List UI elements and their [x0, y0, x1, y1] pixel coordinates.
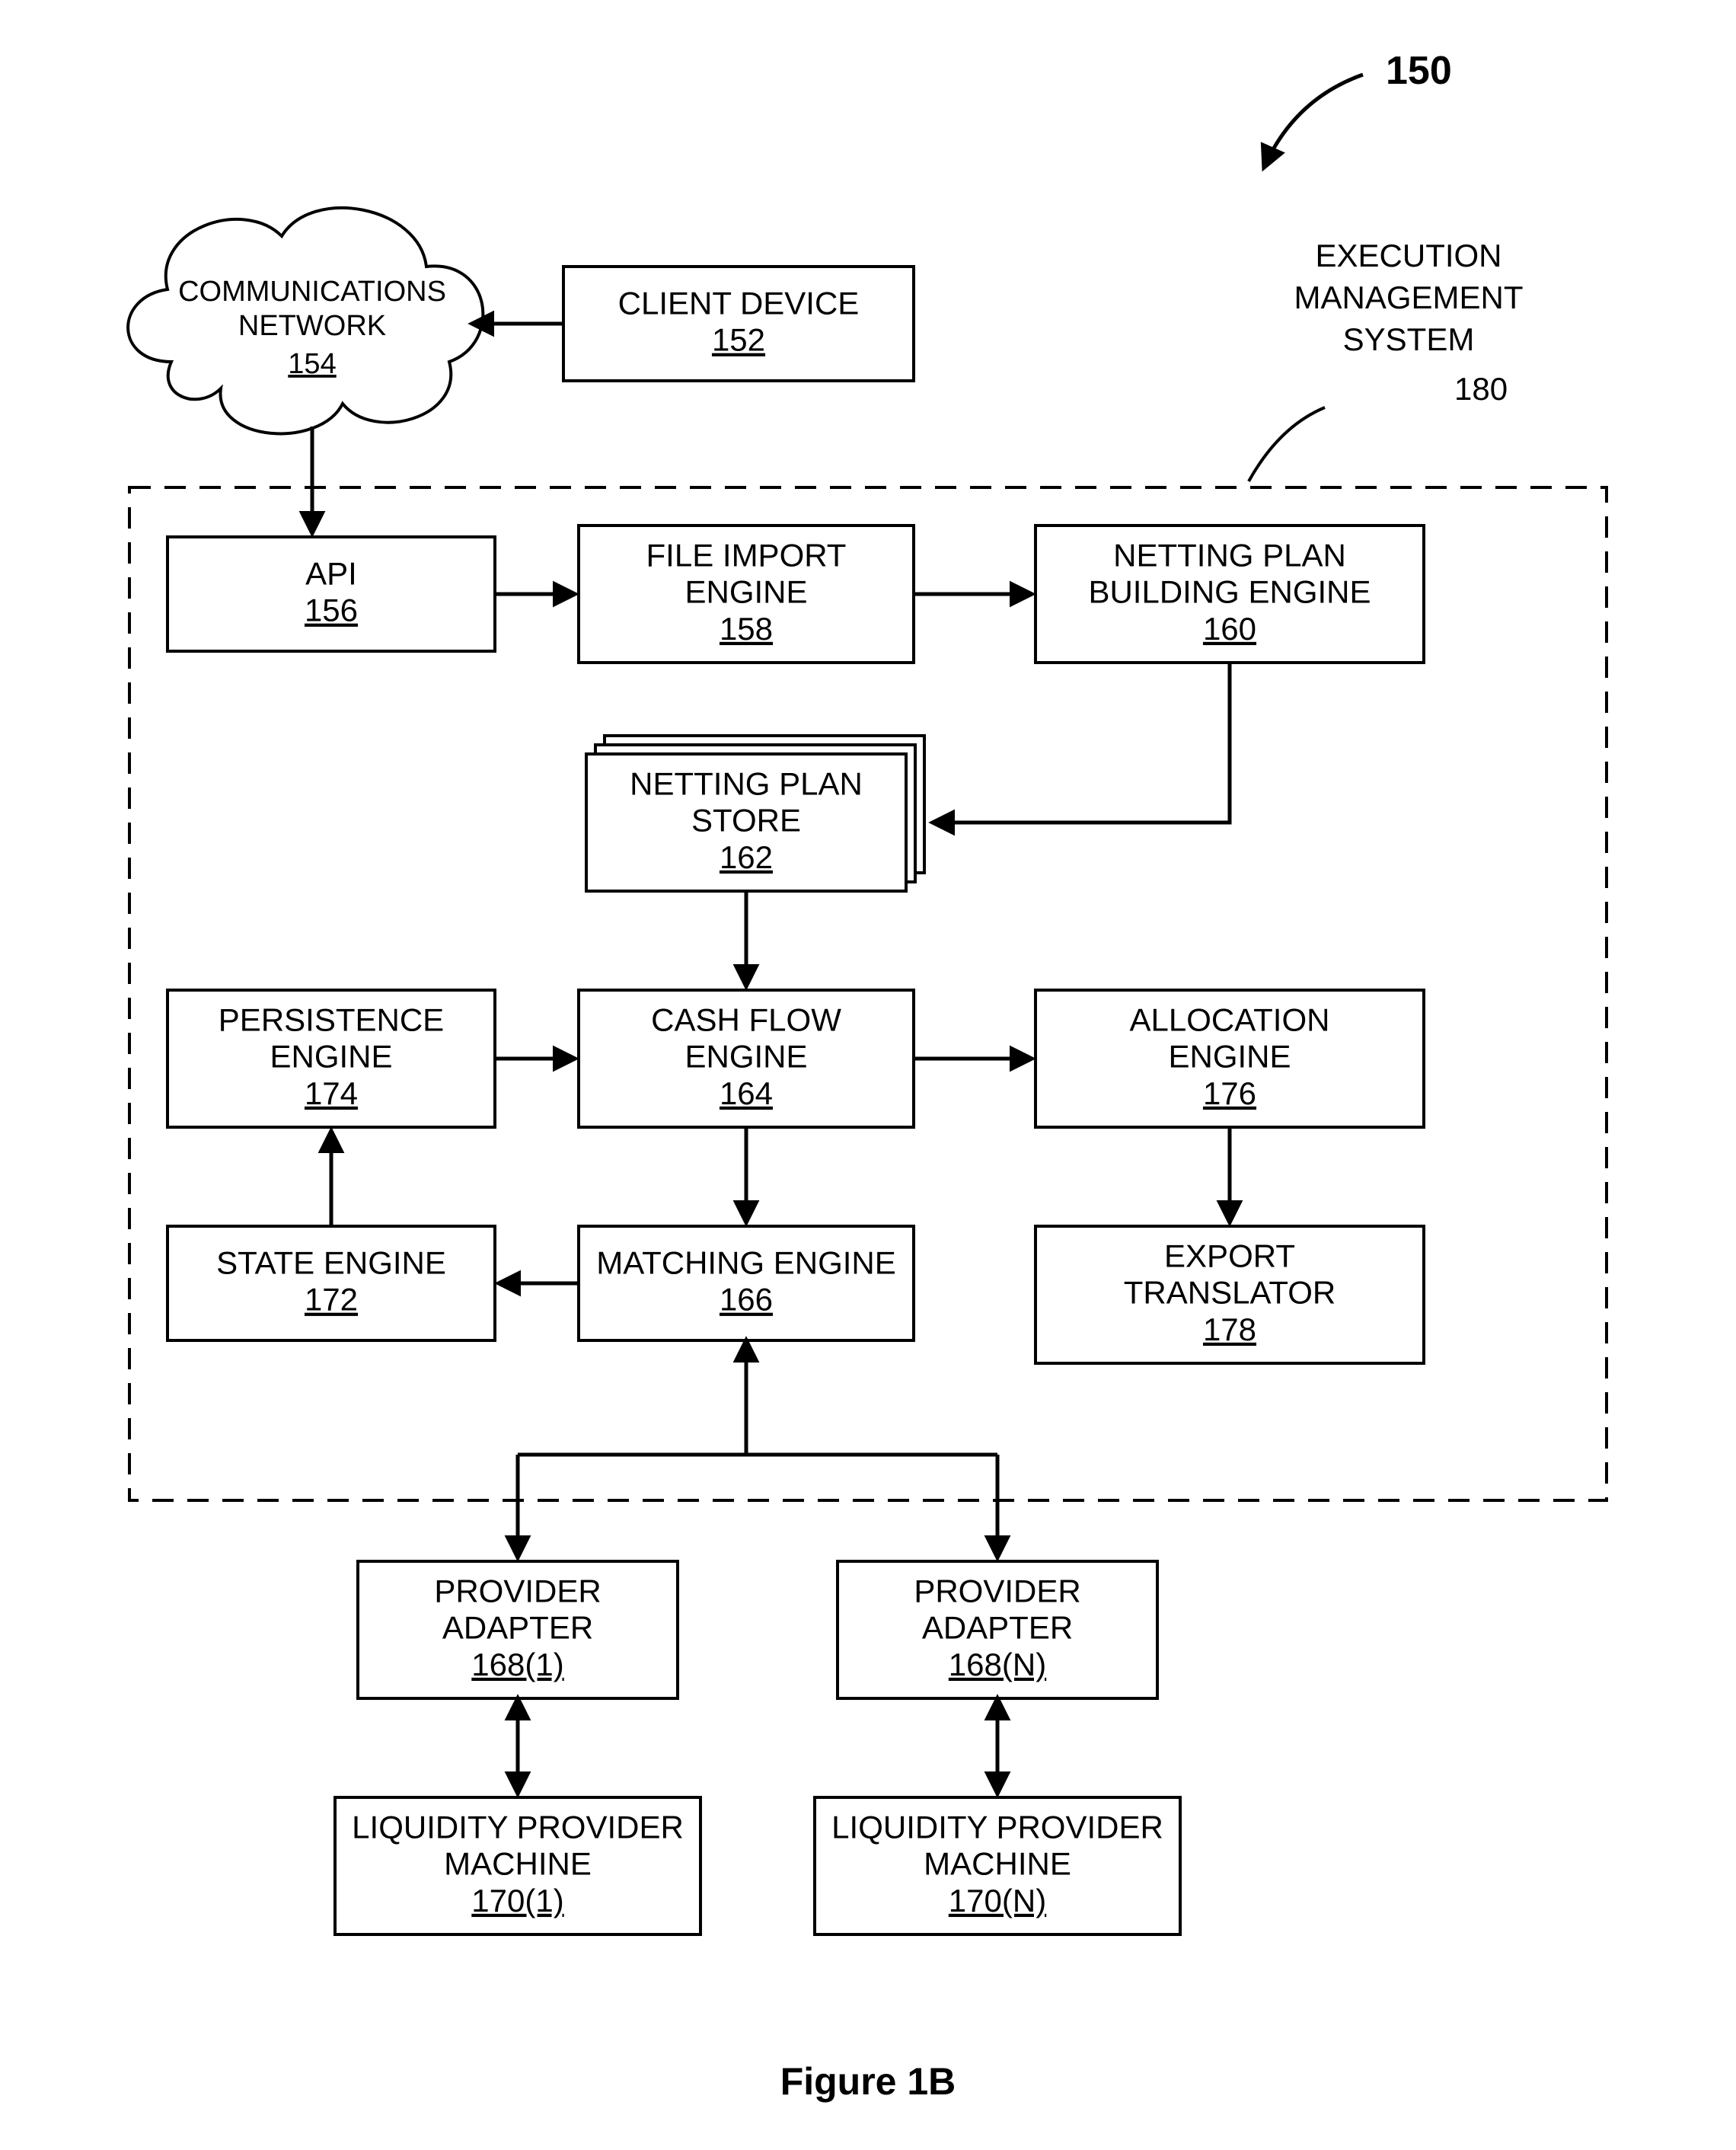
client-ref: 152: [712, 322, 765, 358]
netbuild-to-store: [933, 663, 1230, 823]
cashflow-ref: 164: [720, 1075, 773, 1111]
alloc-box: ALLOCATIONENGINE176: [1036, 990, 1424, 1127]
system-label-3: SYSTEM: [1343, 321, 1475, 357]
netstore-label-1: STORE: [691, 803, 801, 839]
alloc-ref: 176: [1203, 1075, 1256, 1111]
api-ref: 156: [305, 593, 358, 628]
padap1-ref: 168(1): [471, 1647, 563, 1682]
netbuild-box: NETTING PLANBUILDING ENGINE160: [1036, 526, 1424, 663]
padapN-label-1: ADAPTER: [922, 1610, 1073, 1646]
figure-ref-number: 150: [1386, 49, 1452, 93]
netbuild-label-0: NETTING PLAN: [1113, 537, 1346, 573]
match-box: MATCHING ENGINE166: [579, 1226, 914, 1340]
padapN-box: PROVIDERADAPTER168(N): [838, 1561, 1157, 1698]
netbuild-label-1: BUILDING ENGINE: [1088, 574, 1371, 610]
padap1-label-1: ADAPTER: [442, 1610, 593, 1646]
netstore-box: NETTING PLANSTORE162: [586, 736, 924, 891]
system-label-2: MANAGEMENT: [1294, 280, 1523, 315]
padap1-label-0: PROVIDER: [434, 1573, 601, 1609]
netstore-ref: 162: [720, 839, 773, 875]
liq1-ref: 170(1): [471, 1883, 563, 1918]
system-label-1: EXECUTION: [1315, 238, 1501, 273]
match-label-0: MATCHING ENGINE: [596, 1244, 896, 1280]
cloud-ref: 154: [288, 348, 336, 380]
fileimp-ref: 158: [720, 611, 773, 647]
persist-label-0: PERSISTENCE: [219, 1002, 444, 1037]
cloud-line1: COMMUNICATIONS: [178, 276, 446, 308]
figref-swoop: [1264, 75, 1363, 168]
api-label-0: API: [305, 555, 357, 591]
liq1-label-0: LIQUIDITY PROVIDER: [352, 1809, 684, 1845]
fileimp-box: FILE IMPORTENGINE158: [579, 526, 914, 663]
fileimp-label-1: ENGINE: [685, 574, 807, 610]
cashflow-label-0: CASH FLOW: [651, 1002, 841, 1037]
export-ref: 178: [1203, 1311, 1256, 1347]
liq1-label-1: MACHINE: [444, 1846, 592, 1882]
figure-caption: Figure 1B: [780, 2060, 956, 2103]
match-ref: 166: [720, 1282, 773, 1318]
alloc-label-0: ALLOCATION: [1130, 1002, 1330, 1037]
state-ref: 172: [305, 1282, 358, 1318]
liq1-box: LIQUIDITY PROVIDERMACHINE170(1): [335, 1797, 700, 1934]
padap1-box: PROVIDERADAPTER168(1): [358, 1561, 678, 1698]
liqN-label-1: MACHINE: [924, 1846, 1071, 1882]
syslabel-lead: [1249, 407, 1325, 481]
client-label-0: CLIENT DEVICE: [618, 285, 860, 321]
alloc-label-1: ENGINE: [1168, 1039, 1291, 1075]
api-box: API156: [168, 537, 495, 651]
client-box: CLIENT DEVICE152: [563, 267, 914, 381]
state-box: STATE ENGINE172: [168, 1226, 495, 1340]
fileimp-label-0: FILE IMPORT: [646, 537, 847, 573]
persist-label-1: ENGINE: [270, 1039, 392, 1075]
export-label-1: TRANSLATOR: [1124, 1275, 1336, 1311]
cashflow-label-1: ENGINE: [685, 1039, 807, 1075]
netbuild-ref: 160: [1203, 611, 1256, 647]
liqN-ref: 170(N): [949, 1883, 1046, 1918]
cashflow-box: CASH FLOWENGINE164: [579, 990, 914, 1127]
liqN-label-0: LIQUIDITY PROVIDER: [831, 1809, 1163, 1845]
persist-box: PERSISTENCEENGINE174: [168, 990, 495, 1127]
liqN-box: LIQUIDITY PROVIDERMACHINE170(N): [815, 1797, 1180, 1934]
system-label-ref: 180: [1454, 371, 1508, 407]
persist-ref: 174: [305, 1075, 358, 1111]
padapN-label-0: PROVIDER: [914, 1573, 1080, 1609]
export-box: EXPORTTRANSLATOR178: [1036, 1226, 1424, 1363]
netstore-label-0: NETTING PLAN: [630, 765, 863, 801]
export-label-0: EXPORT: [1164, 1238, 1295, 1273]
cloud-line2: NETWORK: [238, 310, 386, 342]
state-label-0: STATE ENGINE: [216, 1244, 446, 1280]
padapN-ref: 168(N): [949, 1647, 1046, 1682]
